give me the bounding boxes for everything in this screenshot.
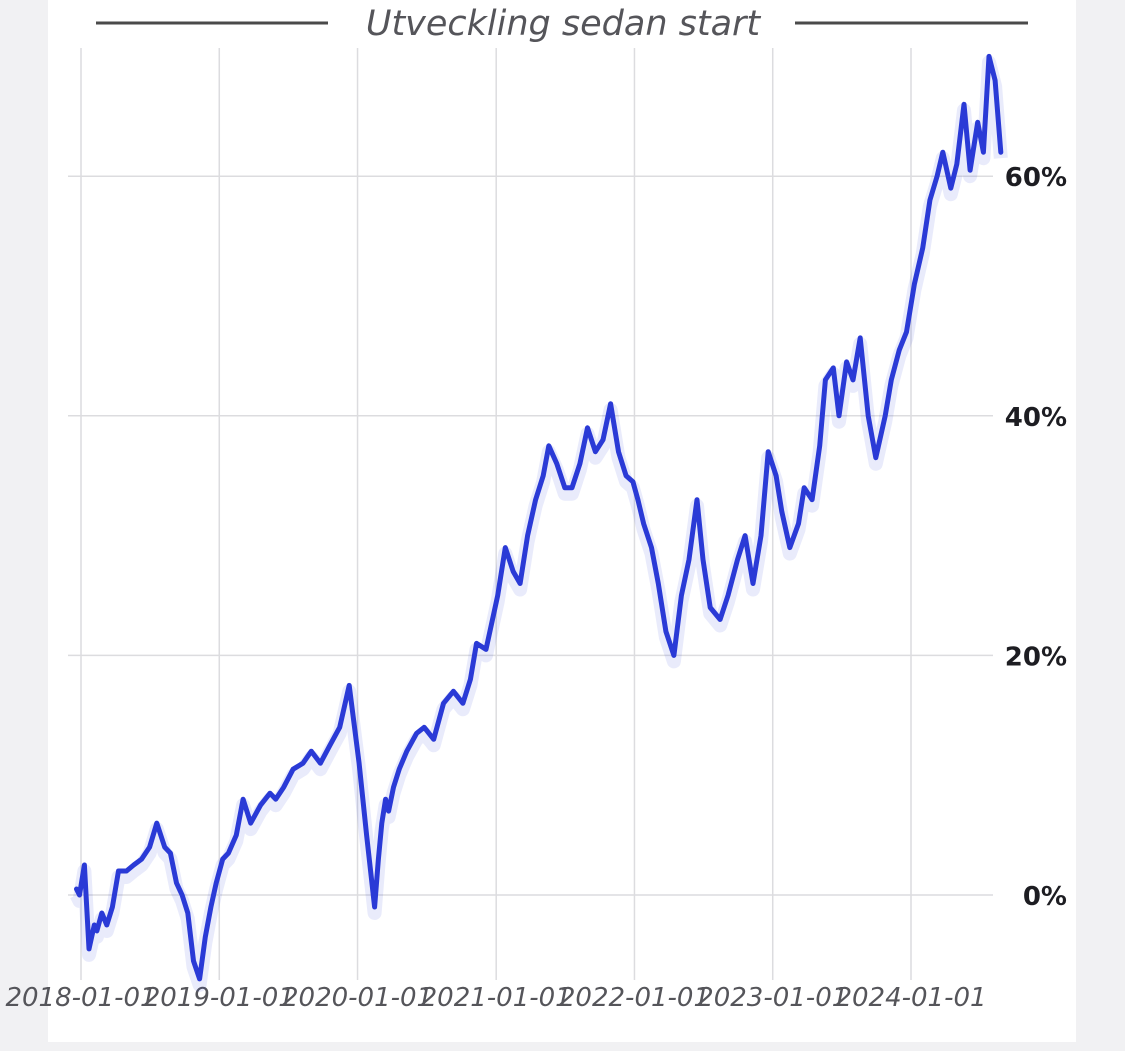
y-axis-ticks: 0% 20% 40% 60% [1005,163,1067,912]
x-tick-label: 2022-01-01 [559,983,710,1013]
y-tick-label: 60% [1005,163,1067,193]
x-axis-ticks: 2018-01-012019-01-012020-01-012021-01-01… [5,983,986,1013]
x-tick-label: 2024-01-01 [835,983,986,1013]
y-tick-label: 0% [1023,882,1067,912]
x-tick-label: 2020-01-01 [282,983,433,1013]
y-tick-label: 20% [1005,642,1067,672]
x-tick-label: 2019-01-01 [144,983,295,1013]
grid-layer [68,48,993,980]
chart-title: Utveckling sedan start [366,4,762,44]
x-tick-label: 2021-01-01 [421,983,572,1013]
x-tick-label: 2018-01-01 [5,983,156,1013]
series-layer [70,53,1008,992]
series-line [74,53,1004,982]
series-line-shadow [70,55,1008,992]
x-tick-label: 2023-01-01 [697,983,848,1013]
y-tick-label: 40% [1005,403,1067,433]
